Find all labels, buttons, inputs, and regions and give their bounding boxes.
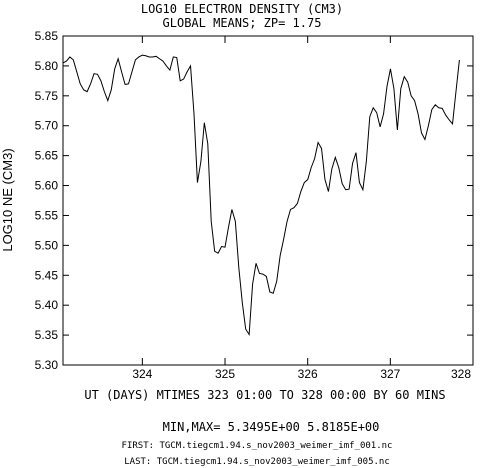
- last-file-text: LAST: TGCM.tiegcm1.94.s_nov2003_weimer_i…: [124, 457, 390, 467]
- y-tick-label: 5.35: [35, 328, 59, 342]
- y-tick-label: 5.65: [35, 149, 59, 163]
- y-tick-label: 5.40: [35, 298, 59, 312]
- minmax-text: MIN,MAX= 5.3495E+00 5.8185E+00: [163, 420, 380, 434]
- y-tick-label: 5.85: [35, 29, 59, 43]
- x-tick-label: 328: [451, 367, 471, 381]
- y-tick-label: 5.60: [35, 179, 59, 193]
- x-tick-label: 325: [215, 367, 235, 381]
- y-tick-label: 5.50: [35, 238, 59, 252]
- y-tick-label: 5.45: [35, 268, 59, 282]
- y-axis: 5.30 5.35 5.40 5.45 5.50 5.55 5.60 5.65 5.70 5.75…: [35, 29, 473, 372]
- y-tick-label: 5.75: [35, 89, 59, 103]
- x-axis-label: UT (DAYS) MTIMES 323 01:00 TO 328 00:00 …: [84, 388, 445, 402]
- x-tick-label: 324: [132, 367, 152, 381]
- x-axis: 324 325 326 327 328: [132, 36, 474, 381]
- x-tick-label: 327: [380, 367, 400, 381]
- x-tick-label: 326: [298, 367, 318, 381]
- chart-title: LOG10 ELECTRON DENSITY (CM3): [141, 2, 343, 16]
- first-file-text: FIRST: TGCM.tiegcm1.94.s_nov2003_weimer_…: [122, 441, 393, 451]
- y-tick-label: 5.30: [35, 358, 59, 372]
- y-tick-label: 5.80: [35, 59, 59, 73]
- plot-frame: [62, 35, 474, 366]
- series-line: [62, 54, 460, 337]
- y-axis-label: LOG10 NE (CM3): [0, 148, 15, 251]
- y-tick-label: 5.70: [35, 119, 59, 133]
- chart-subtitle: GLOBAL MEANS; ZP= 1.75: [163, 16, 322, 30]
- y-tick-label: 5.55: [35, 208, 59, 222]
